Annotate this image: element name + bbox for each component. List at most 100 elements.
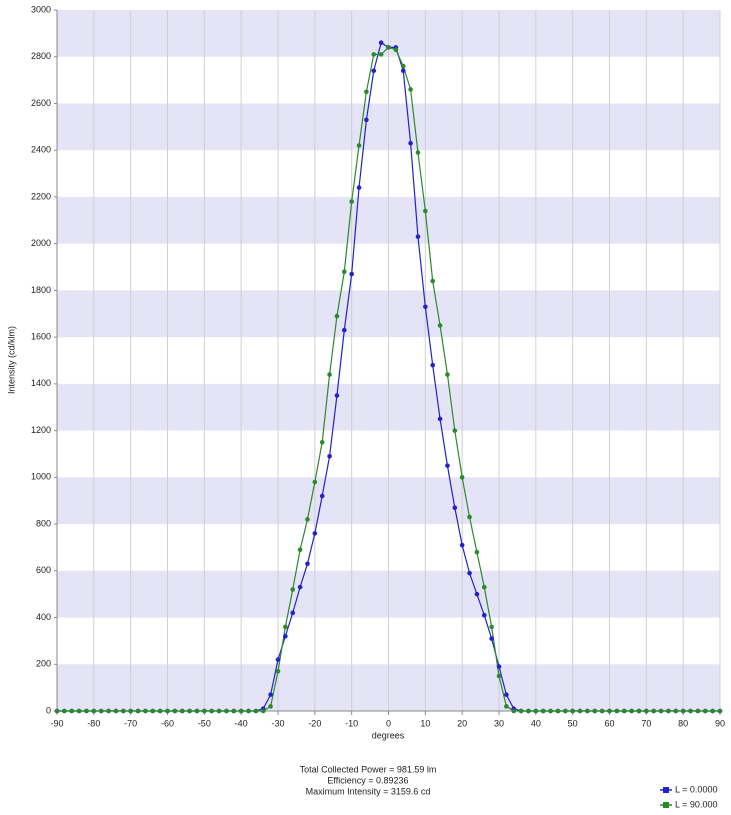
data-point xyxy=(570,708,575,714)
data-point xyxy=(91,708,97,714)
data-point xyxy=(113,708,119,714)
x-tick-label: 0 xyxy=(386,718,391,728)
data-point xyxy=(364,117,369,123)
x-tick-label: 30 xyxy=(494,718,504,728)
data-point xyxy=(305,517,310,522)
data-point xyxy=(489,624,494,630)
data-point xyxy=(592,708,598,714)
data-point xyxy=(143,708,148,714)
data-point xyxy=(481,584,487,590)
data-point xyxy=(563,708,568,714)
x-tick-label: 90 xyxy=(715,718,725,728)
y-tick-label: 1600 xyxy=(31,332,51,342)
data-point xyxy=(224,708,229,714)
data-point xyxy=(327,372,332,377)
x-tick-label: 20 xyxy=(457,718,467,728)
data-point xyxy=(150,708,156,714)
data-point xyxy=(511,708,517,714)
data-point xyxy=(555,708,561,714)
data-point xyxy=(194,708,200,714)
data-point xyxy=(467,570,472,576)
data-point xyxy=(356,185,362,190)
data-point xyxy=(342,327,347,333)
data-point xyxy=(408,87,413,92)
y-tick-label: 400 xyxy=(36,612,51,622)
legend-label: L = 90.000 xyxy=(675,799,717,809)
legend-marker xyxy=(663,787,669,793)
x-axis-label: degrees xyxy=(372,730,405,740)
data-point xyxy=(231,708,237,714)
y-tick-label: 2000 xyxy=(31,238,51,248)
data-point xyxy=(636,708,642,714)
data-point xyxy=(106,708,111,714)
data-point xyxy=(371,68,377,74)
data-point xyxy=(319,439,325,445)
data-point xyxy=(481,612,487,618)
data-point xyxy=(386,45,391,50)
data-point xyxy=(364,89,369,95)
data-point xyxy=(290,587,296,592)
data-point xyxy=(644,708,649,714)
y-tick-label: 1800 xyxy=(31,285,51,295)
data-point xyxy=(695,708,701,714)
data-point xyxy=(666,708,671,714)
data-point xyxy=(179,708,185,714)
data-point xyxy=(268,704,273,709)
data-point xyxy=(585,708,590,714)
y-tick-label: 800 xyxy=(36,518,51,528)
y-tick-label: 2800 xyxy=(31,51,51,61)
data-point xyxy=(445,372,450,377)
data-point xyxy=(459,475,465,480)
data-point xyxy=(489,636,494,641)
data-point xyxy=(172,708,178,714)
data-point xyxy=(474,549,480,555)
data-point xyxy=(688,708,693,714)
data-point xyxy=(393,47,399,53)
data-point xyxy=(84,708,89,714)
data-point xyxy=(496,673,502,679)
data-point xyxy=(474,591,480,597)
data-point xyxy=(216,708,222,714)
data-point xyxy=(504,692,509,697)
data-point xyxy=(710,708,715,714)
data-point xyxy=(202,708,207,714)
data-point xyxy=(680,708,686,714)
data-point xyxy=(430,278,436,284)
x-tick-label: 70 xyxy=(641,718,651,728)
x-tick-label: 80 xyxy=(678,718,688,728)
data-point xyxy=(496,664,502,669)
data-point xyxy=(253,708,259,714)
data-point xyxy=(614,708,620,714)
x-tick-label: -30 xyxy=(271,718,284,728)
data-point xyxy=(599,708,605,714)
x-tick-label: -90 xyxy=(50,718,63,728)
data-point xyxy=(283,624,288,630)
x-tick-label: 10 xyxy=(420,718,430,728)
x-tick-label: -70 xyxy=(124,718,137,728)
data-point xyxy=(319,493,325,499)
x-tick-label: 60 xyxy=(604,718,614,728)
data-point xyxy=(349,199,354,204)
data-point xyxy=(327,454,332,459)
y-tick-label: 600 xyxy=(36,565,51,575)
data-point xyxy=(268,692,273,697)
data-point xyxy=(423,304,428,310)
data-point xyxy=(297,584,303,590)
data-point xyxy=(312,479,318,485)
data-point xyxy=(209,708,214,714)
data-point xyxy=(467,514,472,520)
data-point xyxy=(658,708,664,714)
annotation: Maximum Intensity = 3159.6 cd xyxy=(306,786,431,796)
data-point xyxy=(371,52,377,57)
data-point xyxy=(238,708,244,714)
data-point xyxy=(577,708,583,714)
data-point xyxy=(548,708,553,714)
x-tick-label: -50 xyxy=(198,718,211,728)
y-tick-label: 3000 xyxy=(31,4,51,14)
data-point xyxy=(437,323,443,328)
data-point xyxy=(128,708,133,714)
data-point xyxy=(400,63,406,69)
data-point xyxy=(378,52,384,57)
data-point xyxy=(275,668,281,674)
data-point xyxy=(673,708,679,714)
